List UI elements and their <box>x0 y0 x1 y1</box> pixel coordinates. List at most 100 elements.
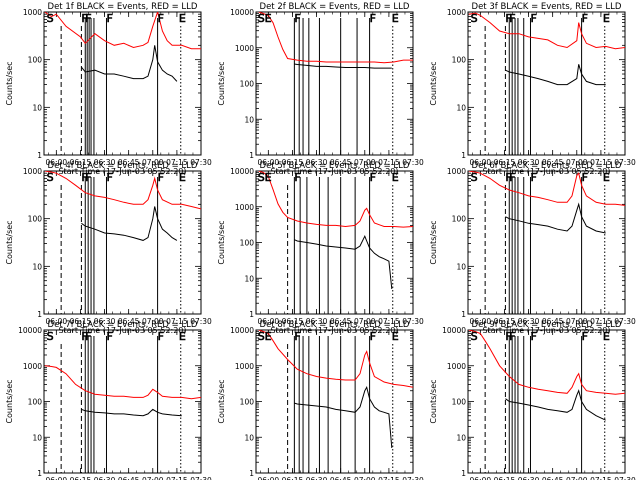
chart-2-y-tick-label: 1 <box>249 151 254 160</box>
chart-9-x-tick-label: 06:45 <box>542 476 564 480</box>
chart-6-axes-frame <box>467 170 626 315</box>
chart-8-axes-frame <box>255 329 414 474</box>
chart-4-axes-frame <box>43 170 202 315</box>
chart-9-title: Det 9f BLACK = Events, RED = LLD <box>472 320 622 330</box>
chart-2-ylabel: Counts/sec <box>217 61 226 105</box>
chart-1-axes-frame <box>43 11 202 156</box>
chart-9-series-events <box>505 389 606 421</box>
chart-4-title: Det 4f BLACK = Events, RED = LLD <box>48 161 198 171</box>
chart-5-x-tick-label: 07:30 <box>402 317 424 326</box>
chart-8-y-tick-label: 10000 <box>230 326 254 335</box>
chart-3-flag-label: F <box>505 12 511 25</box>
chart-3-y-tick-label: 10 <box>456 103 466 112</box>
chart-1-flag-label: F <box>85 12 91 25</box>
chart-6-x-tick-label: 07:30 <box>614 317 636 326</box>
chart-1-title: Det 1f BLACK = Events, RED = LLD <box>48 2 198 12</box>
chart-1: Det 1f BLACK = Events, RED = LLD 1 10 100 10… <box>5 2 212 176</box>
chart-8-series-events <box>294 385 393 449</box>
chart-6-x-tick-label: 06:15 <box>494 317 516 326</box>
chart-4-x-tick-label: 06:00 <box>46 317 68 326</box>
chart-6-x-tick-label: 06:00 <box>470 317 492 326</box>
chart-3-x-tick-label: 07:15 <box>590 158 612 167</box>
chart-3-y-tick-label: 1 <box>461 151 466 160</box>
chart-2-series-events <box>294 63 392 69</box>
chart-1-x-tick-label: 06:30 <box>94 158 116 167</box>
chart-1-x-tick-label: 06:15 <box>70 158 92 167</box>
chart-8-x-tick-label: 07:00 <box>354 476 376 480</box>
chart-7-series-events <box>81 408 182 417</box>
chart-5-x-tick-label: 06:15 <box>282 317 304 326</box>
chart-7-series-lld <box>44 365 201 400</box>
chart-3-x-tick-label: 07:30 <box>614 158 636 167</box>
chart-3-series-events <box>505 64 606 86</box>
chart-1-x-tick-label: 07:30 <box>190 158 212 167</box>
chart-2-series-lld <box>258 12 413 64</box>
chart-4-x-tick-label: 07:00 <box>142 317 164 326</box>
chart-2-x-tick-label: 07:15 <box>378 158 400 167</box>
chart-6-title: Det 6f BLACK = Events, RED = LLD <box>472 161 622 171</box>
chart-7-y-tick-label: 100 <box>28 398 43 407</box>
chart-9-x-tick-label: 07:15 <box>590 476 612 480</box>
chart-8-x-tick-label: 06:00 <box>258 476 280 480</box>
chart-2-x-tick-label: 06:30 <box>306 158 328 167</box>
chart-1-flag-label: F <box>81 12 87 25</box>
chart-5-x-tick-label: 06:00 <box>258 317 280 326</box>
chart-6: Det 6f BLACK = Events, RED = LLD 1 10 100 10… <box>429 161 636 335</box>
chart-4-series-lld <box>44 171 201 210</box>
chart-4-flag-label: F <box>85 171 91 184</box>
chart-5-flag-label: SE <box>258 171 272 184</box>
chart-9-y-tick-label: 10 <box>456 433 466 442</box>
chart-4-flag-label: E <box>179 171 186 184</box>
chart-6-series-lld <box>468 171 625 206</box>
chart-9-flag-label: F <box>505 330 511 343</box>
chart-5-title: Det 5f BLACK = Events, RED = LLD <box>260 161 410 171</box>
chart-7-ylabel: Counts/sec <box>5 379 14 423</box>
chart-4-ylabel: Counts/sec <box>5 220 14 264</box>
chart-5-y-tick-label: 1 <box>249 310 254 319</box>
chart-2-y-tick-label: 100 <box>240 80 255 89</box>
chart-3-flag-label: F <box>582 12 588 25</box>
chart-8-x-tick-label: 06:30 <box>306 476 328 480</box>
chart-5-x-tick-label: 06:30 <box>306 317 328 326</box>
chart-6-flag-label: S <box>471 171 478 184</box>
chart-5-ylabel: Counts/sec <box>217 220 226 264</box>
chart-6-flag-label: F <box>530 171 536 184</box>
chart-1-x-tick-label: 07:00 <box>142 158 164 167</box>
chart-3-flag-label: F <box>509 12 515 25</box>
chart-8-series-lld <box>258 330 413 388</box>
chart-9-y-tick-label: 1000 <box>447 362 466 371</box>
chart-1-y-tick-label: 100 <box>28 56 43 65</box>
chart-9-x-tick-label: 07:00 <box>566 476 588 480</box>
chart-4-x-tick-label: 07:15 <box>166 317 188 326</box>
chart-2-title: Det 2f BLACK = Events, RED = LLD <box>260 2 410 12</box>
chart-9-y-tick-label: 100 <box>452 398 467 407</box>
chart-5-x-tick-label: 06:45 <box>330 317 352 326</box>
chart-3-flag-label: S <box>471 12 478 25</box>
chart-1-ylabel: Counts/sec <box>5 61 14 105</box>
chart-1-y-tick-label: 1 <box>37 151 42 160</box>
chart-7-flag-label: S <box>47 330 54 343</box>
chart-8: Det 8f BLACK = Events, RED = LLD 1 10 100 10… <box>217 320 424 480</box>
chart-1-x-tick-label: 07:15 <box>166 158 188 167</box>
chart-3-x-tick-label: 06:30 <box>518 158 540 167</box>
chart-7-flag-label: E <box>179 330 186 343</box>
chart-7-flag-label: F <box>158 330 164 343</box>
chart-5-x-tick-label: 07:15 <box>378 317 400 326</box>
chart-8-flag-label: E <box>392 330 399 343</box>
chart-3-y-tick-label: 100 <box>452 56 467 65</box>
chart-5-axes-frame <box>255 170 414 315</box>
chart-8-x-tick-label: 07:30 <box>402 476 424 480</box>
chart-2: Det 2f BLACK = Events, RED = LLD 1 10 100 10… <box>217 2 424 176</box>
chart-6-series-events <box>505 202 606 234</box>
chart-8-x-tick-label: 07:15 <box>378 476 400 480</box>
chart-7-flag-label: F <box>106 330 112 343</box>
chart-3-x-tick-label: 06:15 <box>494 158 516 167</box>
chart-5-y-tick-label: 100 <box>240 239 255 248</box>
chart-2-flag-label: E <box>392 12 399 25</box>
chart-9-x-tick-label: 06:00 <box>470 476 492 480</box>
chart-5-y-tick-label: 10000 <box>230 167 254 176</box>
chart-5-series-events <box>294 234 393 290</box>
chart-4-y-tick-label: 10 <box>32 262 42 271</box>
chart-6-flag-label: F <box>582 171 588 184</box>
chart-8-y-tick-label: 10 <box>244 433 254 442</box>
